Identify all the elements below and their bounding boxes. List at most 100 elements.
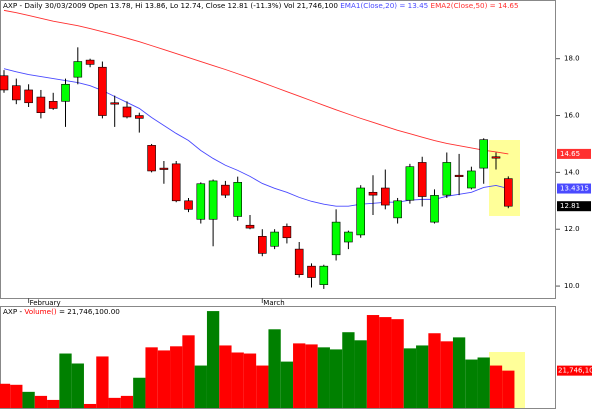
volume-bar [108,397,121,408]
volume-bar [34,395,48,408]
volume-bar [489,365,503,408]
volume-bar [403,348,417,408]
candle-body [208,180,218,220]
candle-body [122,106,132,118]
candle-body [184,200,193,210]
ema-line [3,68,509,207]
volume-bar [145,347,158,408]
volume-bar [465,359,478,408]
volume-bar [256,365,269,408]
last-value-box [557,183,591,194]
volume-bar [428,333,441,408]
volume-bar [59,353,72,408]
candle-body [12,85,21,101]
candle-body [245,224,255,229]
candle-body [356,187,366,236]
ema-line [3,9,509,155]
candle-body [331,221,341,256]
volume-panel [0,306,556,409]
volume-bar [170,346,183,408]
candle-body [257,236,267,254]
volume-bar [133,377,146,408]
volume-bar [96,356,109,408]
candle-body [73,61,83,78]
candle-body [442,162,452,196]
candle-body [221,184,230,196]
volume-bar [305,344,318,408]
volume-bar [194,365,207,408]
candle-body [147,145,156,172]
volume-bar [452,337,466,408]
volume-header: AXP - Volume() = 21,746,100.00 [3,307,120,316]
last-value-label: 14.65 [560,150,580,158]
volume-bar [71,363,84,408]
candle-body [454,174,464,177]
volume-bar [280,361,294,408]
volume-bar [379,317,392,408]
volume-bar [416,345,429,408]
volume-bar [329,349,343,408]
candle-body [36,96,46,113]
candle-body [294,248,304,275]
volume-bar [440,341,453,408]
candle-body [85,59,95,65]
last-value-label: 21,746,100 [558,367,592,375]
volume-bar [243,353,257,408]
candle-body [430,195,439,223]
volume-bar [268,329,281,408]
x-tick-label: March [263,299,284,307]
volume-bar [22,391,35,408]
candle-body [393,200,402,219]
candle-body [405,166,415,201]
candle-body [196,183,206,220]
volume-bar [502,370,515,408]
candle-body [48,101,58,109]
volume-title: AXP - [3,307,24,316]
candle-body [307,265,316,278]
candle-body [467,170,476,189]
volume-bar [182,335,195,408]
candle-body [110,102,119,105]
volume-bar [354,340,367,408]
last-value-label: 12.81 [560,202,580,210]
y-tick-label: 14.0 [564,168,580,176]
candle-body [0,75,9,91]
volume-bar [366,315,380,408]
candle-body [98,66,107,116]
volume-bar [293,343,306,408]
legend-entry: EMA2(Close,50) = 14.65 [431,1,519,10]
candle-body [380,187,390,206]
candle-body [233,182,242,217]
candle-body [282,226,292,239]
price-panel [0,0,556,299]
candle-body [368,191,378,196]
candle-body [491,156,501,159]
y-tick-label: 12.0 [564,225,580,233]
y-tick-label: 10.0 [564,282,580,290]
y-tick-label: 18.0 [564,55,580,63]
volume-bar [157,350,171,408]
y-tick-label: 16.0 [564,112,580,120]
last-value-box [557,148,591,159]
legend-entry: EMA1(Close,20) = 13.45 [340,1,428,10]
candle-body [61,83,70,102]
candle-body [319,265,329,285]
volume-bar [206,311,220,408]
volume-bar [219,345,232,408]
volume-name: Volume() [24,307,57,316]
last-value-box [557,365,592,376]
volume-bar [47,399,60,408]
volume-bar [231,352,244,408]
candle-body [24,89,33,104]
candle-body [417,162,427,197]
candle-body [135,115,144,119]
candle-body [270,231,279,247]
candle-body [503,178,513,207]
volume-bar [10,384,23,408]
candle-body [171,163,181,202]
volume-bar [342,332,355,408]
volume-bar [477,357,490,408]
volume-bar [0,383,11,408]
